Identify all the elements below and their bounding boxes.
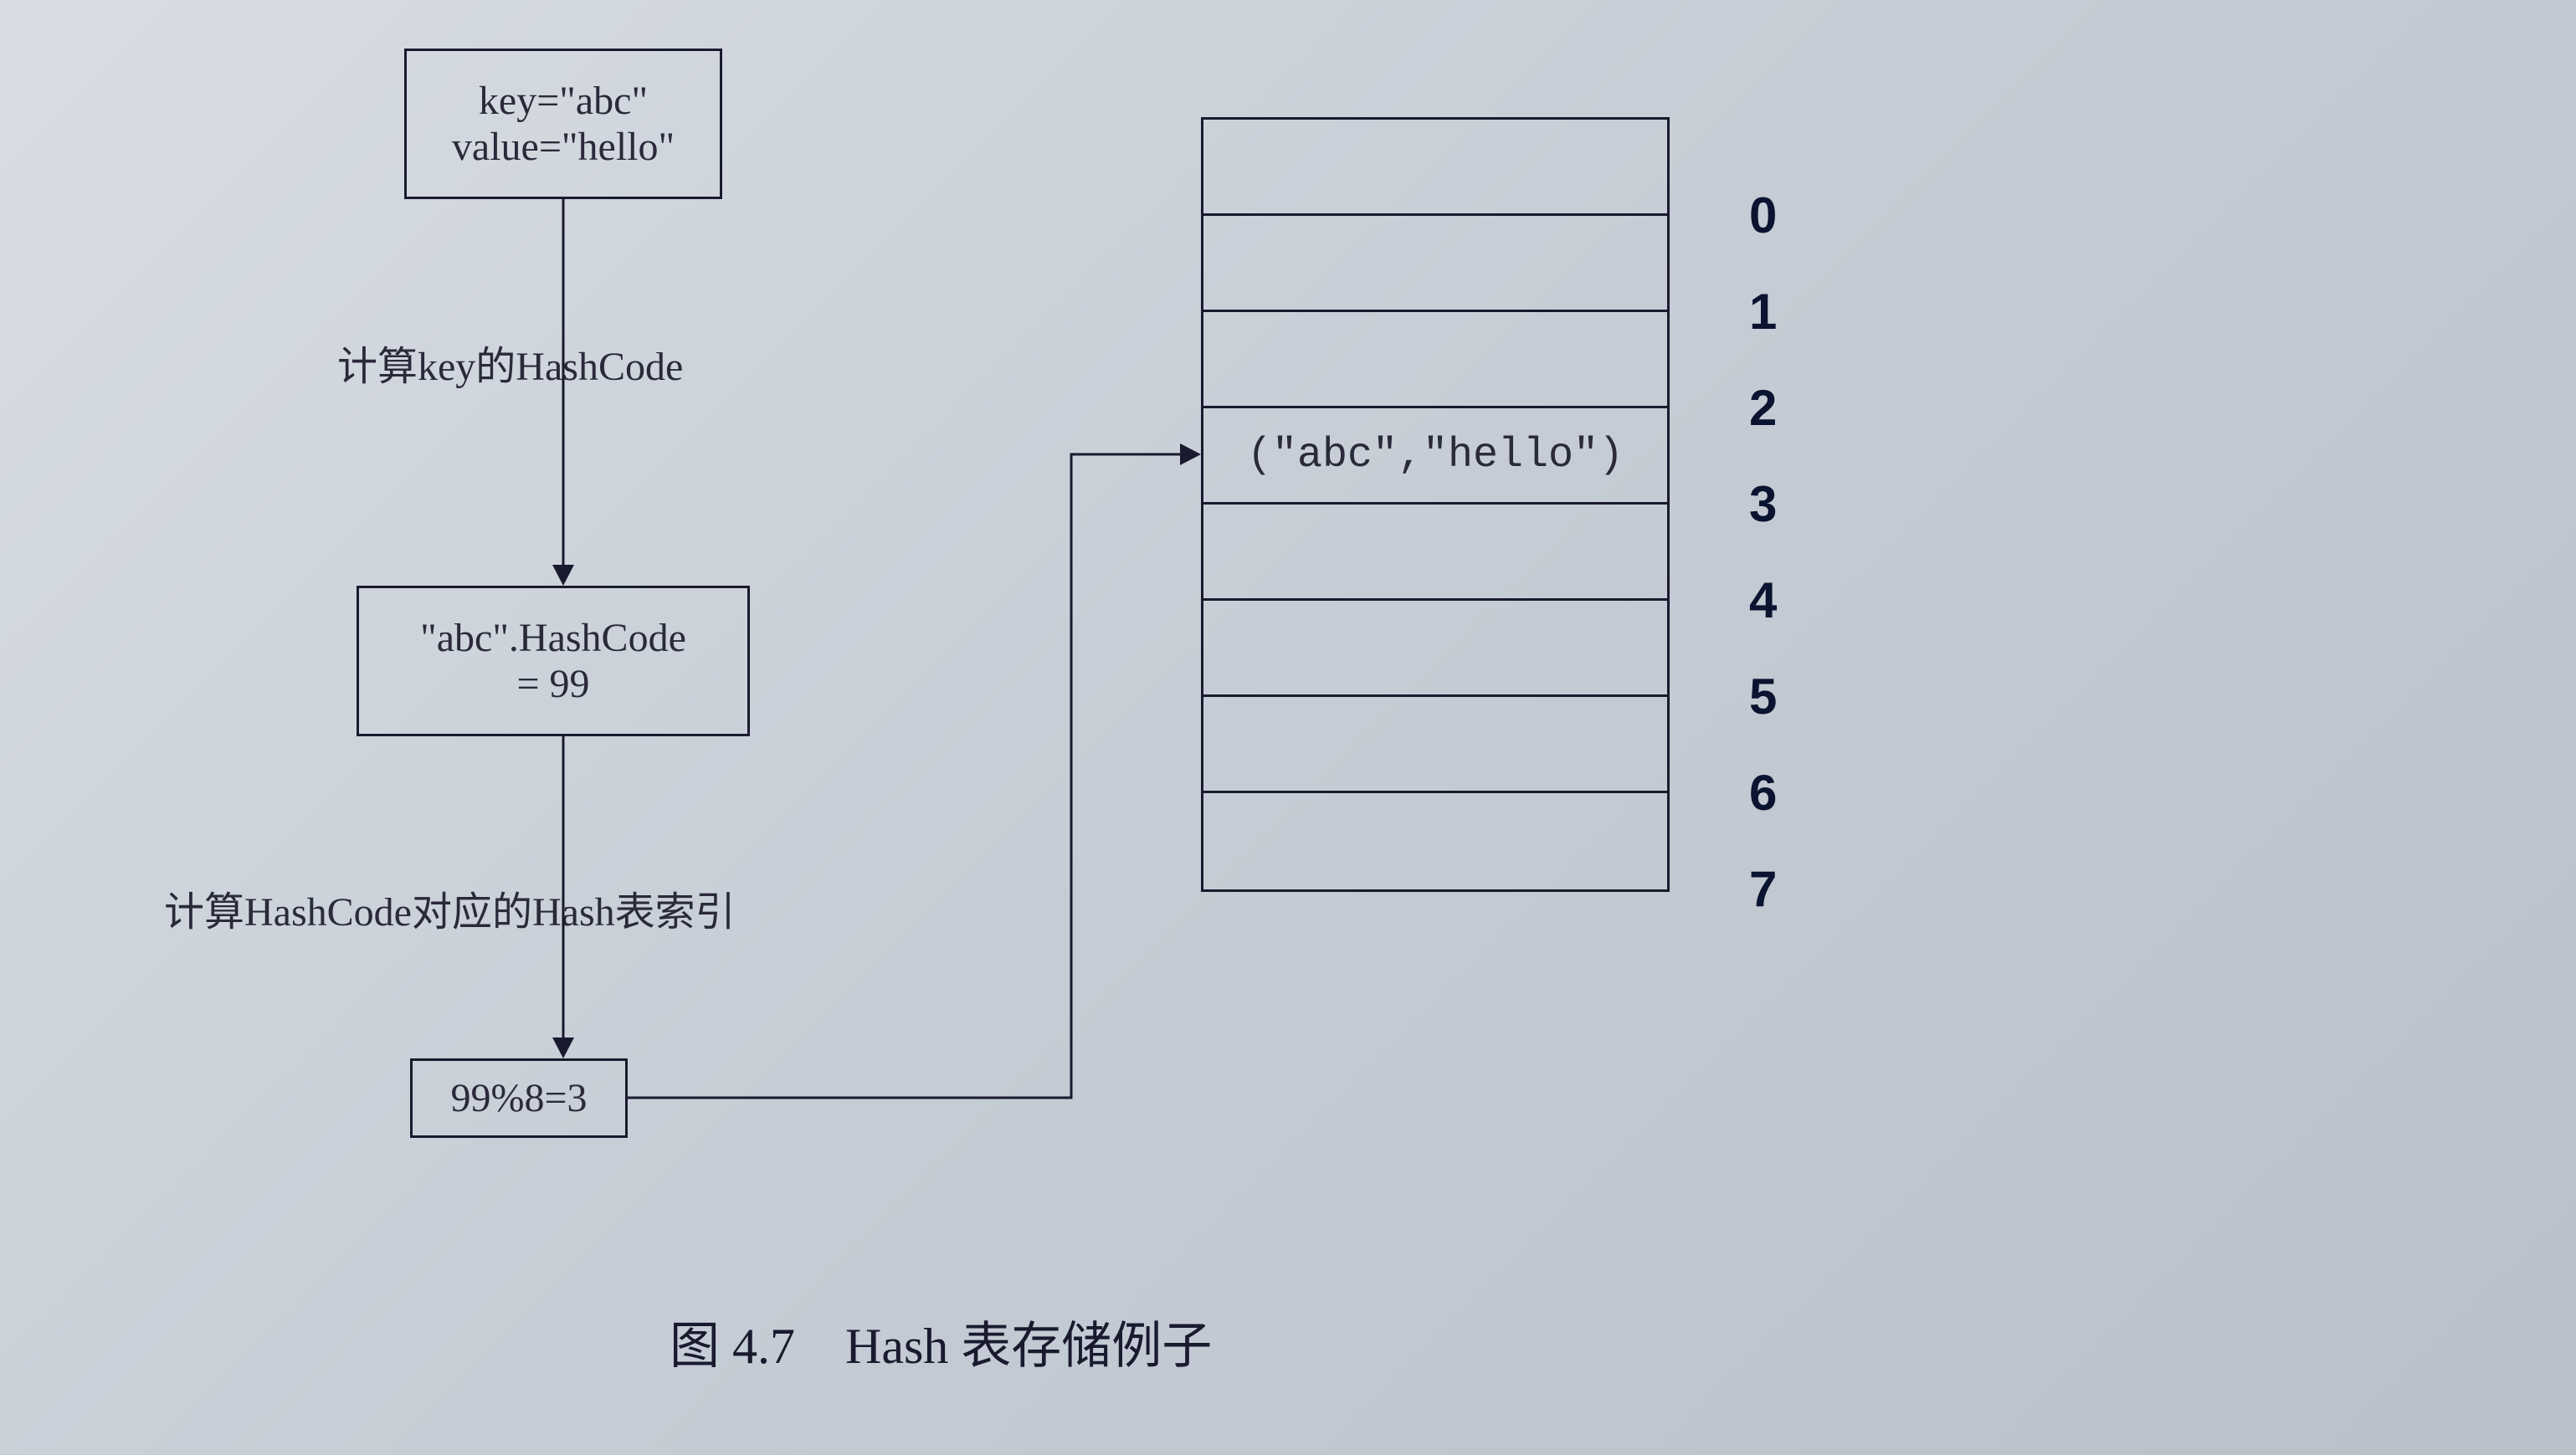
modulo-box: 99%8=3 — [410, 1058, 628, 1138]
index-3: 3 — [1749, 456, 1777, 552]
index-0: 0 — [1749, 167, 1777, 264]
arrow-1-head — [552, 565, 574, 586]
index-step-label: 计算HashCode对应的Hash表索引 — [164, 879, 736, 937]
hash-row-7 — [1203, 793, 1667, 889]
hash-row-1 — [1203, 216, 1667, 312]
hash-row-3: ("abc","hello") — [1203, 408, 1667, 505]
index-2: 2 — [1749, 360, 1777, 456]
hashcode-result-box: "abc".HashCode = 99 — [357, 586, 750, 736]
input-kv-box: key="abc" value="hello" — [404, 49, 722, 199]
hashcode-expr: "abc".HashCode — [420, 615, 686, 661]
hash-table: ("abc","hello") — [1201, 117, 1670, 892]
hash-row-2 — [1203, 312, 1667, 408]
key-line: key="abc" — [479, 78, 648, 124]
index-labels: 0 1 2 3 4 5 6 7 — [1749, 167, 1777, 937]
hash-row-6 — [1203, 697, 1667, 793]
index-4: 4 — [1749, 552, 1777, 648]
hashcode-value: = 99 — [516, 661, 589, 707]
index-5: 5 — [1749, 648, 1777, 745]
value-line: value="hello" — [452, 124, 675, 170]
index-7: 7 — [1749, 841, 1777, 937]
index-1: 1 — [1749, 264, 1777, 360]
arrow-3-line — [628, 454, 1188, 1098]
hashcode-step-label: 计算key的HashCode — [337, 333, 683, 392]
arrow-3-head — [1180, 443, 1201, 465]
index-6: 6 — [1749, 745, 1777, 841]
hash-row-5 — [1203, 601, 1667, 697]
hash-row-4 — [1203, 505, 1667, 601]
arrow-2-head — [552, 1037, 574, 1058]
hash-row-0 — [1203, 120, 1667, 216]
figure-caption: 图 4.7 Hash 表存储例子 — [670, 1305, 1212, 1378]
modulo-expr: 99%8=3 — [450, 1075, 587, 1121]
hash-diagram: key="abc" value="hello" 计算key的HashCode "… — [0, 0, 2576, 1455]
